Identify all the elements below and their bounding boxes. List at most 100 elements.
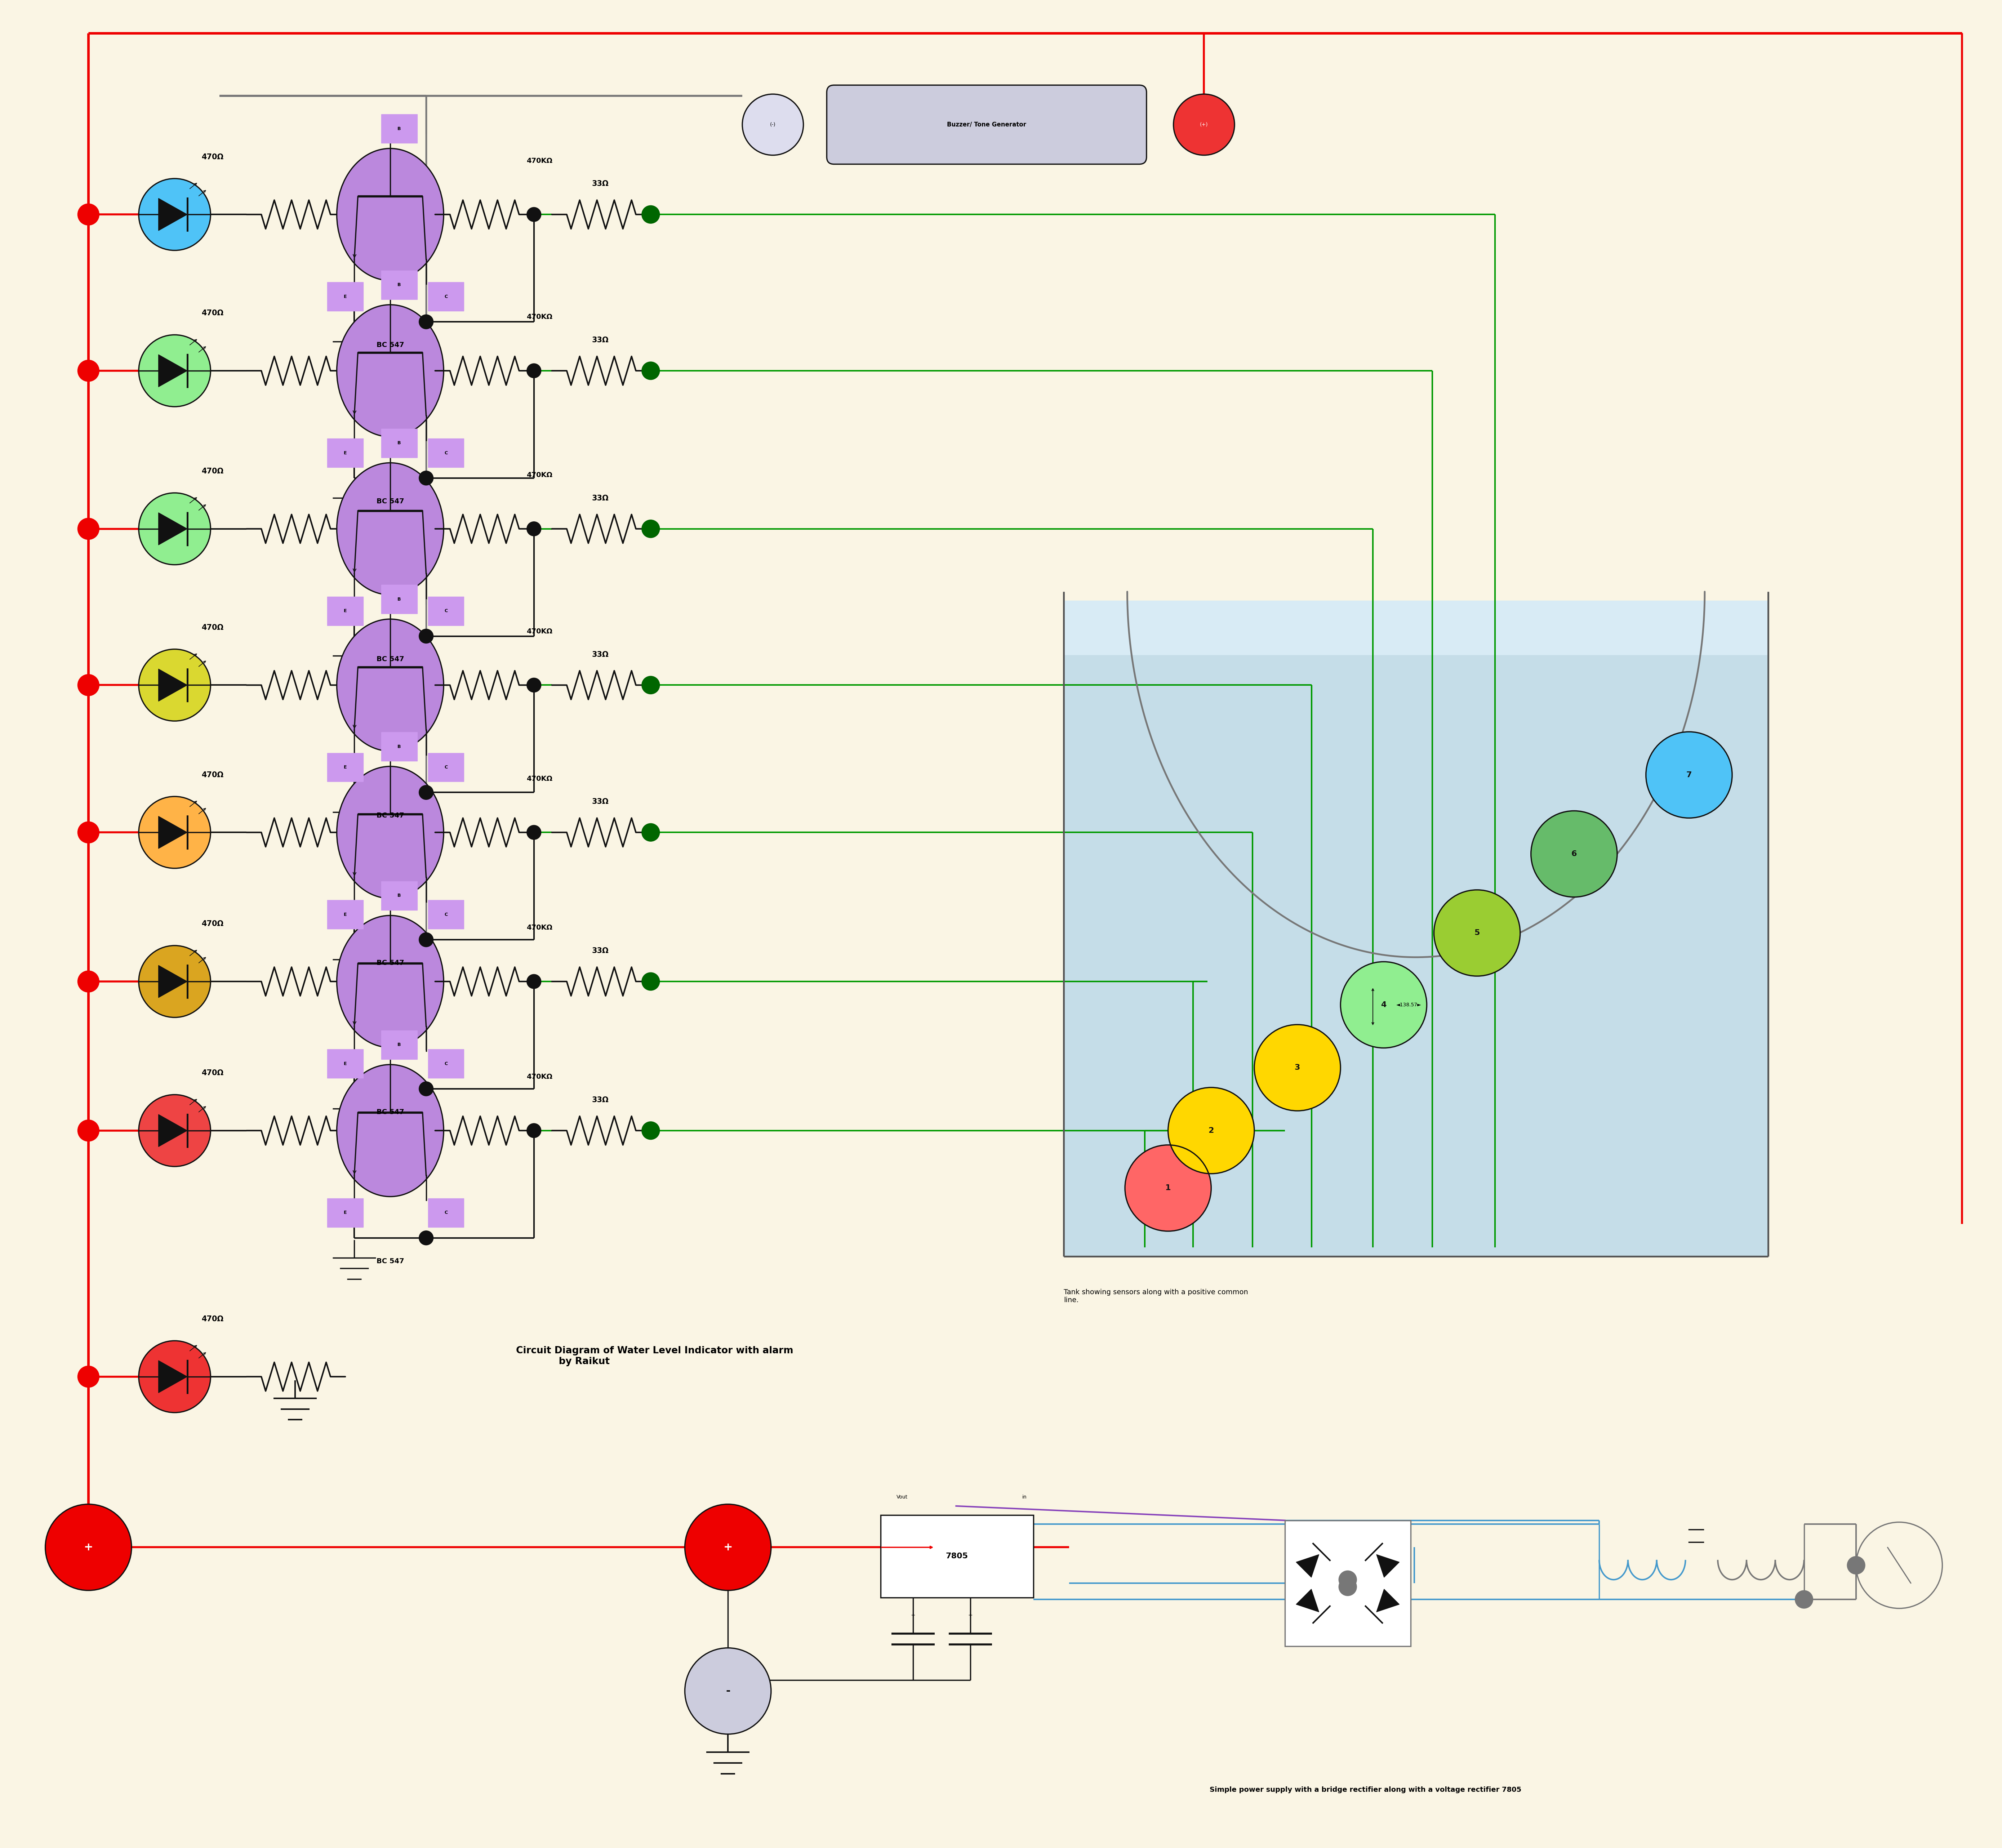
Circle shape — [1848, 1556, 1866, 1574]
Polygon shape — [1377, 1589, 1399, 1611]
Text: 33Ω: 33Ω — [593, 650, 609, 658]
Text: +: + — [723, 1541, 733, 1552]
Polygon shape — [158, 512, 188, 545]
FancyBboxPatch shape — [380, 1031, 416, 1059]
Circle shape — [527, 364, 541, 379]
Text: C: C — [444, 294, 448, 299]
Circle shape — [643, 519, 661, 538]
Circle shape — [138, 334, 210, 407]
Circle shape — [1167, 1087, 1255, 1173]
Circle shape — [1433, 891, 1520, 976]
Circle shape — [78, 1366, 100, 1388]
Circle shape — [138, 1342, 210, 1412]
Text: BC 547: BC 547 — [376, 1109, 404, 1116]
Circle shape — [1339, 1571, 1357, 1589]
Text: ◄138.57►: ◄138.57► — [1395, 1002, 1421, 1007]
Circle shape — [418, 1231, 432, 1246]
Text: BC 547: BC 547 — [376, 342, 404, 349]
Circle shape — [78, 1120, 100, 1142]
Polygon shape — [158, 965, 188, 998]
Polygon shape — [158, 198, 188, 231]
Circle shape — [527, 974, 541, 989]
Circle shape — [743, 94, 803, 155]
Text: Circuit Diagram of Water Level Indicator with alarm
             by Raikut: Circuit Diagram of Water Level Indicator… — [517, 1345, 793, 1366]
Text: +: + — [911, 1613, 915, 1619]
Polygon shape — [158, 817, 188, 848]
Text: C: C — [444, 1061, 448, 1066]
Text: C: C — [444, 765, 448, 769]
Circle shape — [643, 824, 661, 841]
Text: -: - — [725, 1685, 731, 1696]
Text: 470KΩ: 470KΩ — [527, 1074, 553, 1081]
Text: E: E — [344, 913, 346, 917]
Text: 470Ω: 470Ω — [202, 1316, 224, 1323]
Text: 33Ω: 33Ω — [593, 181, 609, 187]
Circle shape — [78, 822, 100, 843]
FancyBboxPatch shape — [428, 438, 464, 468]
Ellipse shape — [336, 305, 444, 436]
Text: B: B — [398, 745, 400, 748]
Bar — [881, 1515, 1033, 1599]
Text: E: E — [344, 608, 346, 614]
Text: C: C — [444, 913, 448, 917]
Bar — [1063, 645, 1768, 1257]
FancyBboxPatch shape — [328, 597, 362, 625]
FancyBboxPatch shape — [328, 1050, 362, 1077]
FancyBboxPatch shape — [428, 283, 464, 310]
Text: 33Ω: 33Ω — [593, 336, 609, 344]
Text: B: B — [398, 1042, 400, 1048]
Circle shape — [418, 314, 432, 329]
Text: 470KΩ: 470KΩ — [527, 924, 553, 931]
Text: 7: 7 — [1686, 771, 1692, 778]
Polygon shape — [158, 669, 188, 700]
Polygon shape — [1295, 1589, 1319, 1611]
FancyBboxPatch shape — [328, 752, 362, 782]
Text: BC 547: BC 547 — [376, 656, 404, 663]
FancyBboxPatch shape — [428, 752, 464, 782]
Ellipse shape — [336, 767, 444, 898]
FancyBboxPatch shape — [328, 283, 362, 310]
Polygon shape — [1377, 1554, 1399, 1578]
Text: 470Ω: 470Ω — [202, 1070, 224, 1077]
Circle shape — [138, 946, 210, 1018]
Circle shape — [418, 628, 432, 643]
Circle shape — [643, 972, 661, 991]
Text: 4: 4 — [1381, 1002, 1387, 1009]
Text: in: in — [1023, 1495, 1027, 1499]
Text: E: E — [344, 765, 346, 769]
Circle shape — [527, 826, 541, 839]
Ellipse shape — [336, 462, 444, 595]
Text: BC 547: BC 547 — [376, 497, 404, 505]
Circle shape — [643, 1122, 661, 1140]
Text: BC 547: BC 547 — [376, 1258, 404, 1264]
Circle shape — [418, 1081, 432, 1096]
Text: 7805: 7805 — [945, 1552, 969, 1560]
Text: E: E — [344, 1210, 346, 1216]
Text: B: B — [398, 283, 400, 286]
FancyBboxPatch shape — [380, 732, 416, 761]
Text: 33Ω: 33Ω — [593, 798, 609, 806]
Text: BC 547: BC 547 — [376, 811, 404, 819]
Circle shape — [527, 1124, 541, 1138]
Circle shape — [685, 1504, 771, 1591]
Bar — [1285, 1521, 1411, 1647]
Text: B: B — [398, 126, 400, 131]
FancyBboxPatch shape — [428, 1198, 464, 1227]
Text: 470Ω: 470Ω — [202, 153, 224, 161]
Polygon shape — [158, 1114, 188, 1148]
Text: E: E — [344, 451, 346, 455]
Circle shape — [418, 471, 432, 486]
FancyBboxPatch shape — [380, 115, 416, 142]
Circle shape — [78, 970, 100, 992]
Text: Tank showing sensors along with a positive common
line.: Tank showing sensors along with a positi… — [1063, 1288, 1249, 1303]
Text: (+): (+) — [1199, 122, 1207, 128]
Circle shape — [138, 179, 210, 249]
Circle shape — [643, 205, 661, 224]
Text: 470KΩ: 470KΩ — [527, 776, 553, 782]
Text: E: E — [344, 1061, 346, 1066]
Text: (-): (-) — [771, 122, 775, 128]
Text: B: B — [398, 440, 400, 445]
Text: 470KΩ: 470KΩ — [527, 314, 553, 320]
Circle shape — [138, 649, 210, 721]
FancyBboxPatch shape — [328, 900, 362, 930]
